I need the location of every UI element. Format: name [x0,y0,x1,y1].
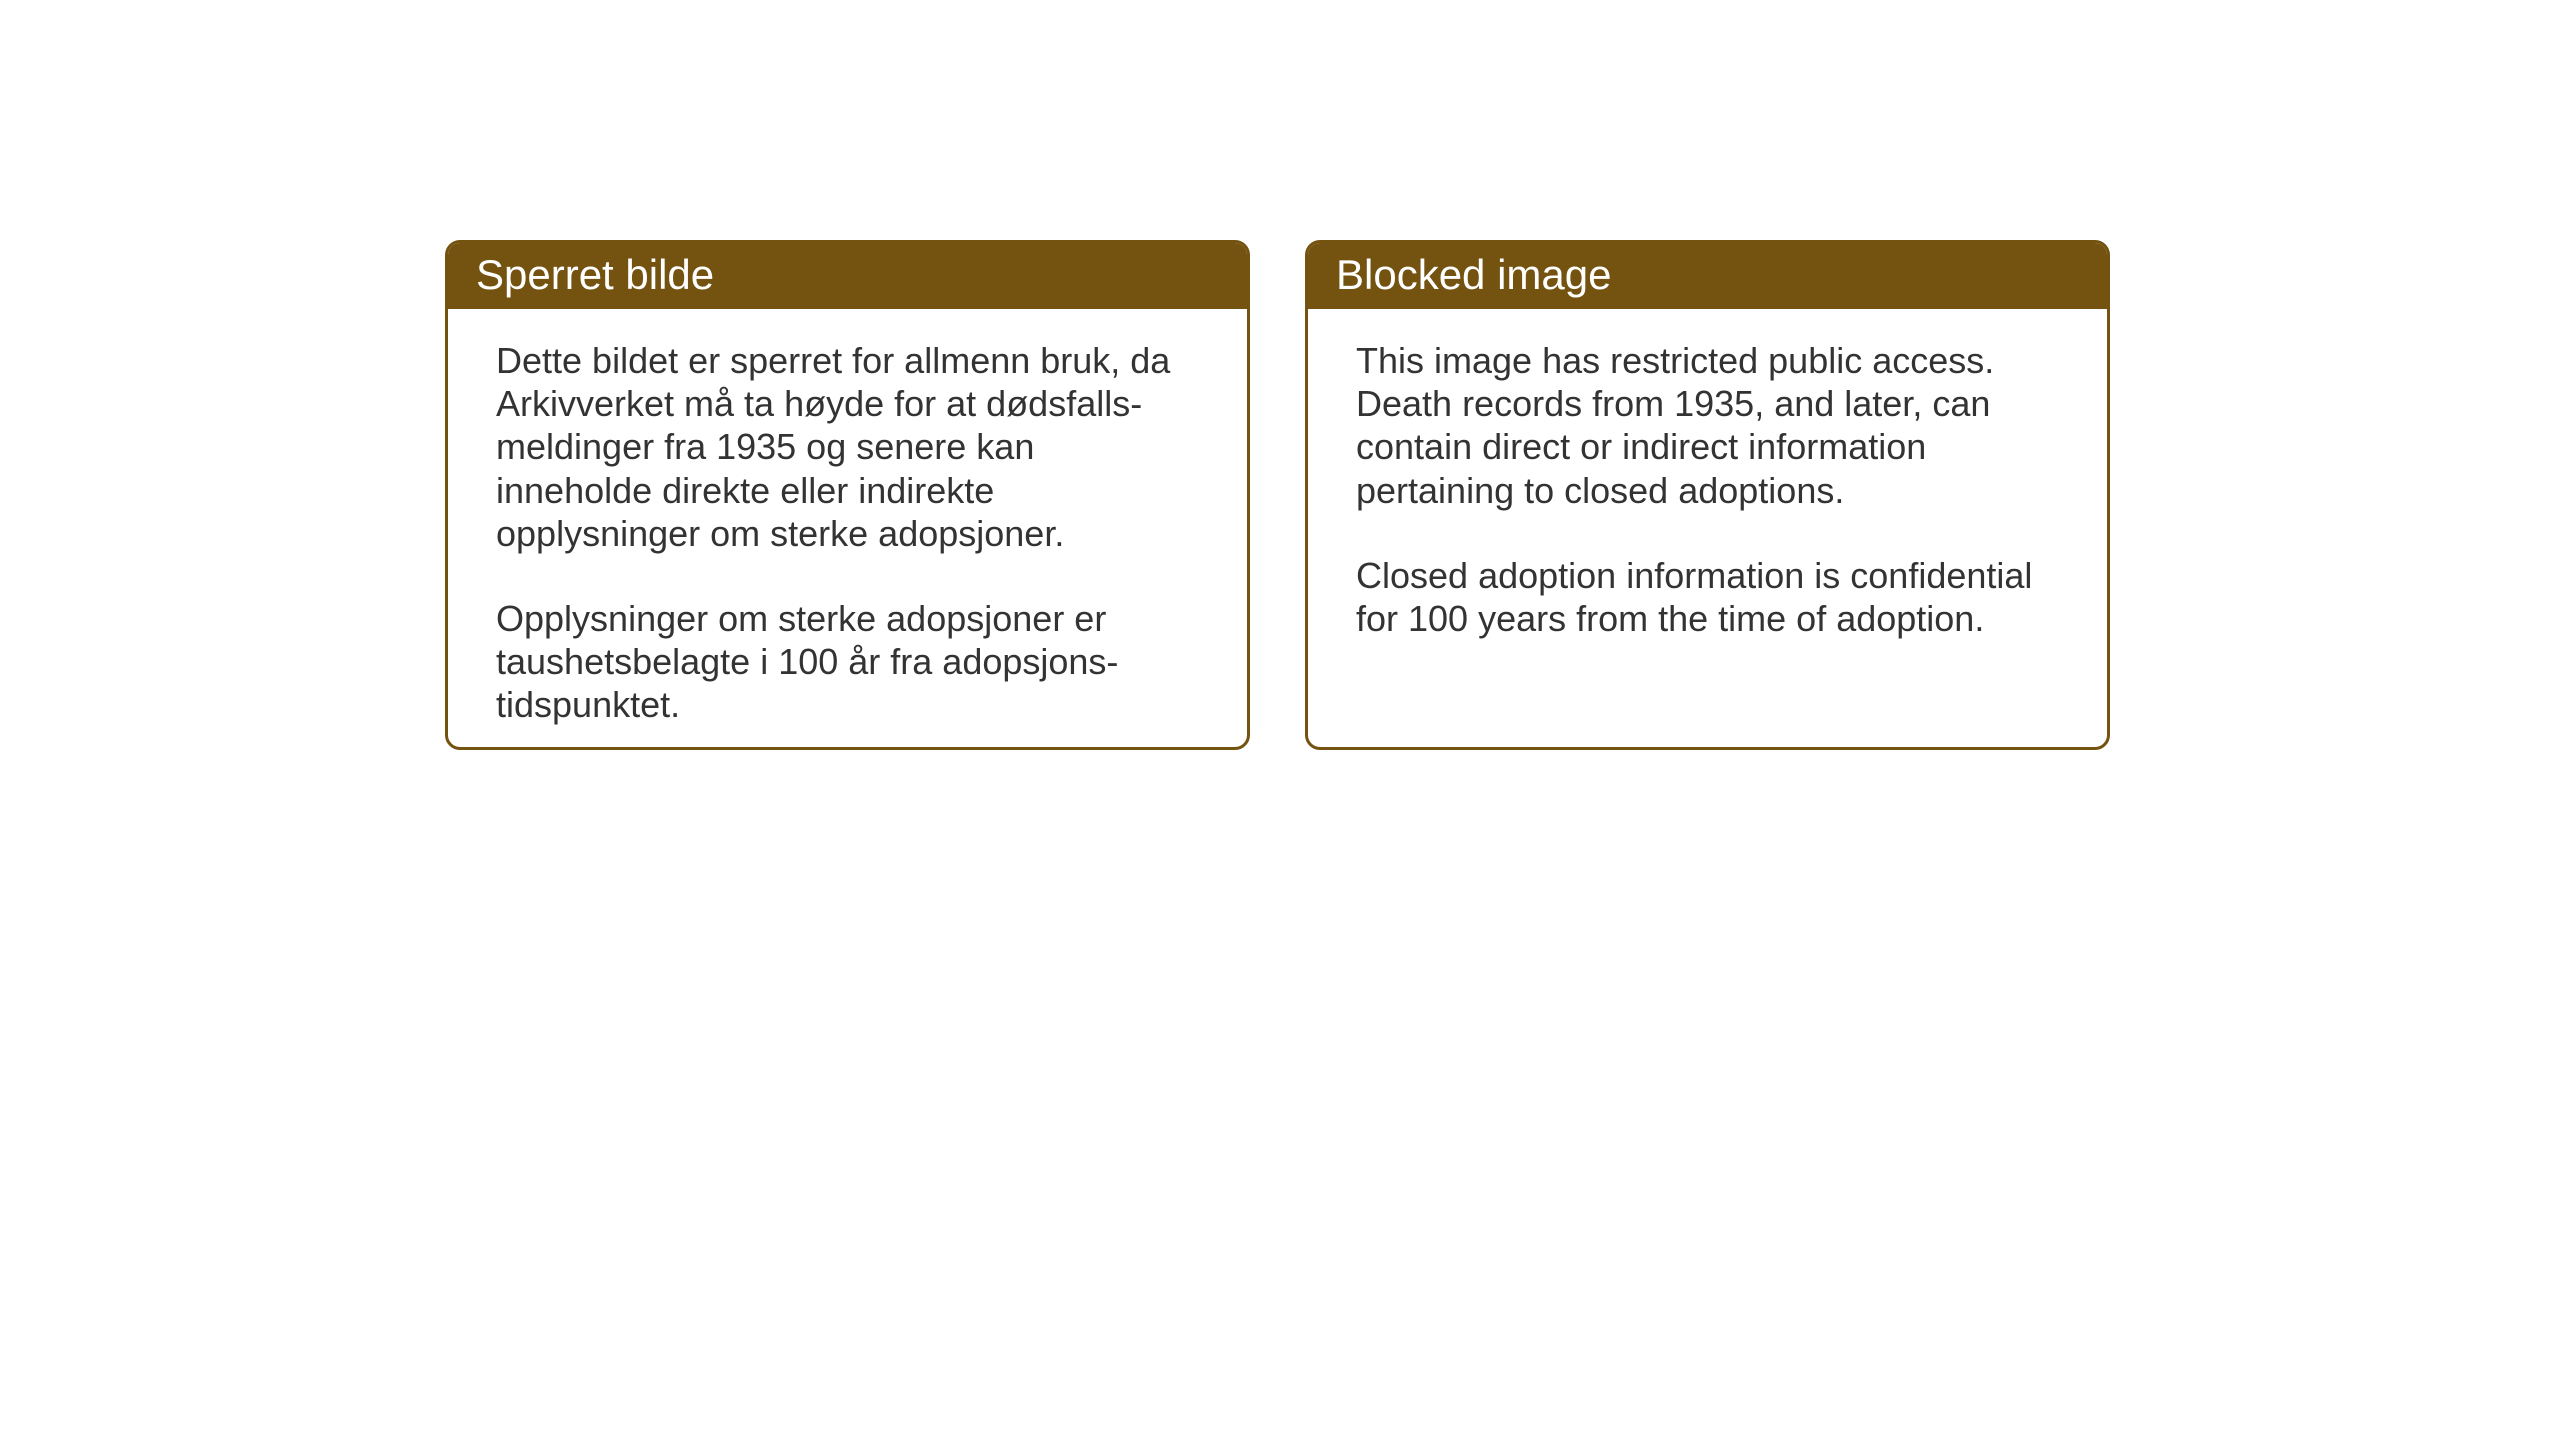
panel-english-paragraph-2: Closed adoption information is confident… [1356,554,2059,640]
panel-norwegian-paragraph-2: Opplysninger om sterke adopsjoner er tau… [496,597,1199,727]
panel-norwegian: Sperret bilde Dette bildet er sperret fo… [445,240,1250,750]
panel-english-paragraph-1: This image has restricted public access.… [1356,339,2059,512]
panel-english-body: This image has restricted public access.… [1308,309,2107,670]
panel-english: Blocked image This image has restricted … [1305,240,2110,750]
panel-english-header: Blocked image [1308,243,2107,309]
panels-container: Sperret bilde Dette bildet er sperret fo… [445,240,2110,750]
panel-norwegian-paragraph-1: Dette bildet er sperret for allmenn bruk… [496,339,1199,555]
panel-norwegian-body: Dette bildet er sperret for allmenn bruk… [448,309,1247,750]
panel-norwegian-header: Sperret bilde [448,243,1247,309]
